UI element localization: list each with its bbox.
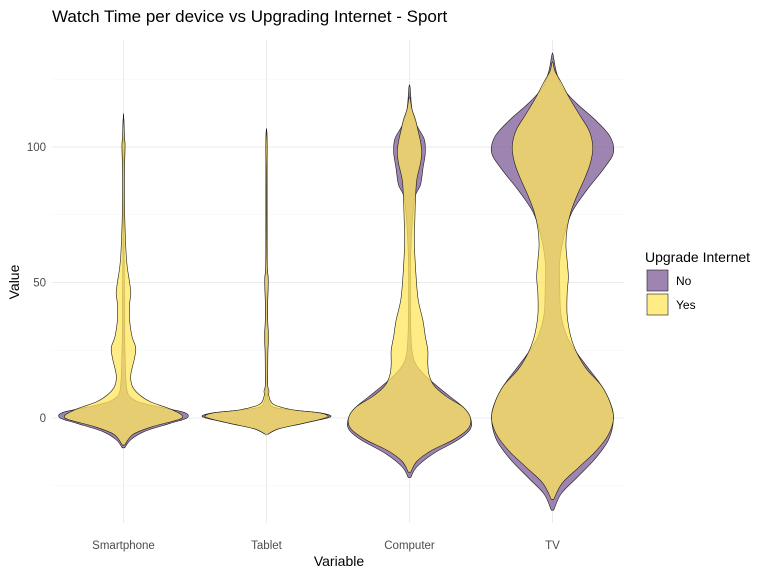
- legend-key-yes: [646, 293, 669, 316]
- y-axis-ticks: 0 50 100: [27, 142, 46, 425]
- legend-key-no: [646, 269, 669, 292]
- x-tick-label: TV: [545, 540, 560, 552]
- y-axis-title: Value: [6, 264, 22, 299]
- x-tick-label: Tablet: [251, 540, 282, 552]
- x-tick-label: Smartphone: [92, 540, 155, 552]
- legend: Upgrade Internet No Yes: [645, 249, 750, 316]
- legend-title: Upgrade Internet: [645, 249, 750, 265]
- violin-yes-tv: [491, 61, 614, 500]
- legend-label-no: No: [676, 274, 692, 288]
- violin-yes-computer: [347, 96, 472, 473]
- chart-title: Watch Time per device vs Upgrading Inter…: [52, 7, 448, 26]
- series-yes-violins: [63, 61, 614, 500]
- violin-yes-smartphone: [63, 117, 184, 446]
- x-axis-ticks: Smartphone Tablet Computer TV: [92, 540, 560, 552]
- y-tick-label: 50: [33, 278, 46, 290]
- x-axis-title: Variable: [314, 553, 365, 569]
- y-tick-label: 100: [27, 142, 46, 154]
- violin-yes-tablet: [204, 128, 329, 435]
- y-tick-label: 0: [40, 413, 46, 425]
- legend-label-yes: Yes: [676, 298, 696, 312]
- x-tick-label: Computer: [384, 540, 435, 552]
